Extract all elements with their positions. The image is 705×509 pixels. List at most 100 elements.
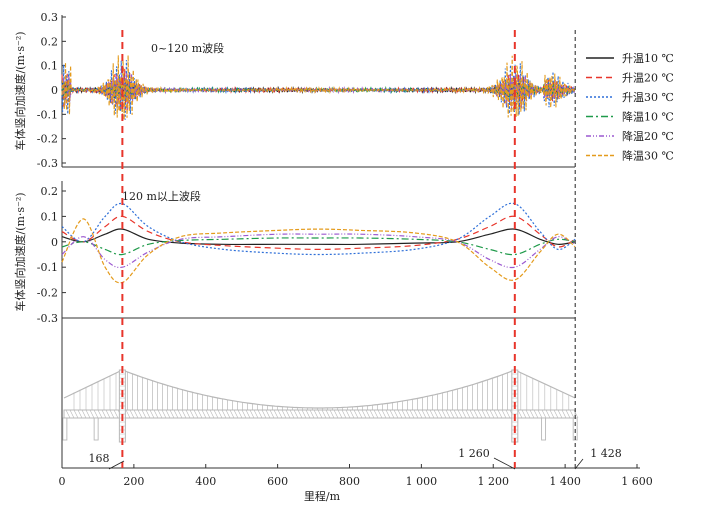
deck-truss: [353, 409, 359, 419]
deck-truss: [405, 409, 411, 419]
y-tick-label: 0.2: [41, 185, 59, 198]
legend-label-降温20C: 降温20 ℃: [622, 129, 674, 143]
y-tick-label: 0.1: [41, 210, 59, 223]
marker-leader-1428: [574, 458, 584, 470]
deck-truss: [501, 409, 507, 419]
deck-truss: [289, 409, 295, 419]
deck-truss: [561, 409, 567, 419]
deck-truss: [65, 409, 71, 419]
deck-truss: [457, 409, 463, 419]
bridge-panel: 0 200 400 600 800 1 000 1 200 1 400 1 600 里程/m: [59, 318, 653, 503]
deck-truss: [245, 409, 251, 419]
deck-truss: [321, 409, 327, 419]
y-tick-label: -0.2: [37, 133, 58, 146]
deck-truss: [493, 409, 499, 419]
deck-truss: [101, 409, 107, 419]
deck-truss: [497, 409, 503, 419]
deck-truss: [233, 409, 239, 419]
deck-truss: [325, 409, 331, 419]
middle-series-升温20C: [61, 215, 576, 251]
y-tick-label: -0.3: [37, 312, 58, 325]
deck-truss: [141, 409, 147, 419]
deck-truss: [489, 409, 495, 419]
bridge-deck: [63, 409, 576, 419]
deck-truss: [337, 409, 343, 419]
deck-truss: [461, 409, 467, 419]
deck-truss: [201, 409, 207, 419]
deck-truss: [429, 409, 435, 419]
left-backstay: [63, 369, 123, 399]
marker-label-168: 168: [89, 452, 110, 465]
deck-truss: [189, 409, 195, 419]
deck-truss: [441, 409, 447, 419]
deck-truss: [185, 409, 191, 419]
deck-truss: [173, 409, 179, 419]
x-axis-label: 里程/m: [304, 490, 341, 503]
deck-truss: [545, 409, 551, 419]
deck-truss: [553, 409, 559, 419]
deck-truss: [445, 409, 451, 419]
deck-truss: [389, 409, 395, 419]
deck-truss: [373, 409, 379, 419]
deck-truss: [317, 409, 323, 419]
deck-truss: [73, 409, 79, 419]
legend-label-降温30C: 降温30 ℃: [622, 149, 674, 163]
deck-truss: [297, 409, 303, 419]
deck-truss: [481, 409, 487, 419]
deck-truss: [97, 409, 103, 419]
deck-truss: [253, 409, 259, 419]
x-tick-label: 1 400: [549, 475, 581, 488]
x-tick-label: 800: [339, 475, 360, 488]
deck-truss: [153, 409, 159, 419]
deck-truss: [421, 409, 427, 419]
deck-truss: [361, 409, 367, 419]
deck-truss: [505, 409, 511, 419]
deck-truss: [357, 409, 363, 419]
deck-truss: [89, 409, 95, 419]
deck-truss: [301, 409, 307, 419]
deck-truss: [401, 409, 407, 419]
deck-truss: [345, 409, 351, 419]
deck-truss: [85, 409, 91, 419]
x-tick-label: 200: [123, 475, 144, 488]
deck-truss: [261, 409, 267, 419]
deck-truss: [465, 409, 471, 419]
deck-truss: [477, 409, 483, 419]
deck-truss: [309, 409, 315, 419]
deck-truss: [157, 409, 163, 419]
deck-truss: [541, 409, 547, 419]
legend-label-升温30C: 升温30 ℃: [622, 91, 674, 104]
deck-truss: [129, 409, 135, 419]
deck-truss: [221, 409, 227, 419]
deck-truss: [149, 409, 155, 419]
bridge-pier: [62, 417, 68, 441]
middle-series-升温30C: [61, 202, 576, 256]
deck-truss: [549, 409, 555, 419]
deck-truss: [161, 409, 167, 419]
top-y-ticks: 0.3 0.2 0.1 0 -0.1 -0.2 -0.3: [37, 11, 66, 170]
y-tick-label: 0.1: [41, 60, 59, 73]
deck-truss: [305, 409, 311, 419]
deck-truss: [393, 409, 399, 419]
deck-truss: [433, 409, 439, 419]
deck-truss: [517, 409, 523, 419]
deck-truss: [425, 409, 431, 419]
middle-panel-annotation: 120 m以上波段: [122, 189, 201, 203]
deck-truss: [229, 409, 235, 419]
deck-truss: [573, 409, 579, 419]
y-tick-label: 0: [51, 84, 58, 97]
y-tick-label: -0.2: [37, 287, 58, 300]
middle-series-降温10C: [61, 237, 576, 256]
deck-truss: [105, 409, 111, 419]
deck-truss: [417, 409, 423, 419]
deck-truss: [469, 409, 475, 419]
deck-truss: [225, 409, 231, 419]
deck-truss: [449, 409, 455, 419]
middle-series-升温10C: [61, 228, 576, 246]
middle-y-ticks: 0.2 0.1 0 -0.1 -0.2 -0.3: [37, 185, 66, 325]
deck-truss: [109, 409, 115, 419]
deck-truss: [413, 409, 419, 419]
top-series-group: [61, 55, 576, 120]
deck-truss: [265, 409, 271, 419]
marker-label-1260: 1 260: [458, 447, 490, 460]
